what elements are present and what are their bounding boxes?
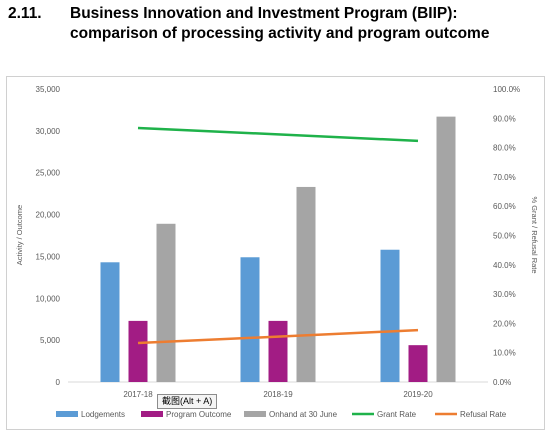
y-tick-label: 25,000 bbox=[36, 169, 61, 178]
heading-line-2: comparison of processing activity and pr… bbox=[70, 25, 490, 42]
y2-tick-label: 20.0% bbox=[493, 319, 516, 328]
bar bbox=[100, 262, 120, 382]
legend-label: Grant Rate bbox=[377, 410, 417, 419]
y2-tick-label: 60.0% bbox=[493, 202, 516, 211]
y2-axis-title: % Grant / Refusal Rate bbox=[530, 196, 539, 273]
line-series bbox=[137, 126, 419, 345]
y2-tick-label: 0.0% bbox=[493, 378, 511, 387]
bar bbox=[156, 223, 176, 382]
legend-swatch bbox=[141, 411, 163, 417]
legend-label: Onhand at 30 June bbox=[269, 410, 338, 419]
y-tick-label: 0 bbox=[56, 378, 61, 387]
legend-label: Refusal Rate bbox=[460, 410, 507, 419]
y-axis-ticks: 0 5,000 10,000 15,000 20,000 25,000 30,000 35,0… bbox=[36, 85, 61, 387]
legend-swatch bbox=[244, 411, 266, 417]
y-tick-label: 20,000 bbox=[36, 211, 61, 220]
screenshot-tooltip: 截图(Alt + A) bbox=[157, 394, 218, 409]
legend-label: Lodgements bbox=[81, 410, 125, 419]
bar bbox=[268, 320, 288, 382]
y-tick-label: 5,000 bbox=[40, 336, 61, 345]
y-tick-label: 30,000 bbox=[36, 127, 61, 136]
heading-line-1: Business Innovation and Investment Progr… bbox=[70, 5, 458, 22]
y-tick-label: 10,000 bbox=[36, 294, 61, 303]
bar bbox=[296, 186, 316, 382]
section-number: 2.11. bbox=[8, 5, 42, 22]
bar bbox=[408, 345, 428, 382]
x-tick-label: 2018-19 bbox=[263, 390, 293, 399]
y2-tick-label: 100.0% bbox=[493, 85, 520, 94]
series-line bbox=[137, 126, 419, 143]
y2-tick-label: 80.0% bbox=[493, 144, 516, 153]
bar bbox=[240, 257, 260, 382]
bar bbox=[380, 249, 400, 382]
x-tick-label: 2019-20 bbox=[403, 390, 433, 399]
legend-label: Program Outcome bbox=[166, 410, 232, 419]
y2-tick-label: 90.0% bbox=[493, 114, 516, 123]
legend: Lodgements Program Outcome Onhand at 30 Ju… bbox=[56, 410, 507, 419]
y2-tick-label: 70.0% bbox=[493, 173, 516, 182]
legend-swatch bbox=[56, 411, 78, 417]
y2-tick-label: 40.0% bbox=[493, 261, 516, 270]
y2-tick-label: 50.0% bbox=[493, 232, 516, 241]
y-tick-label: 15,000 bbox=[36, 252, 61, 261]
y2-tick-label: 30.0% bbox=[493, 290, 516, 299]
bar bbox=[436, 116, 456, 382]
y-tick-label: 35,000 bbox=[36, 85, 61, 94]
x-axis-labels: 2017-18 2018-19 2019-20 bbox=[123, 390, 433, 399]
y-axis-title: Activity / Outcome bbox=[15, 205, 24, 265]
bar bbox=[128, 320, 148, 382]
series-line bbox=[137, 328, 419, 345]
x-tick-label: 2017-18 bbox=[123, 390, 153, 399]
y2-axis-ticks: 0.0% 10.0% 20.0% 30.0% 40.0% 50.0% 60.0% 70.0% 8… bbox=[493, 85, 520, 387]
y2-tick-label: 10.0% bbox=[493, 349, 516, 358]
